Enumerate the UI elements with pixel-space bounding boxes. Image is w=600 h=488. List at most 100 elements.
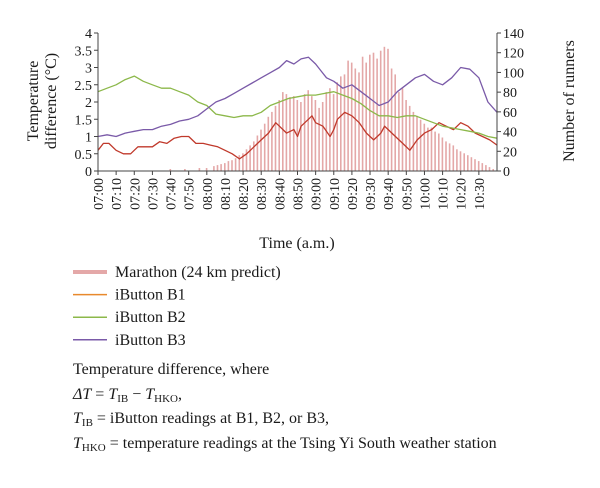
- y-tick-label: 0: [85, 165, 92, 180]
- marathon-bar: [220, 164, 222, 171]
- marathon-bar: [205, 168, 208, 171]
- marathon-bar: [416, 115, 418, 171]
- marathon-bar: [408, 105, 411, 171]
- marathon-bar: [361, 56, 364, 172]
- marathon-bar: [213, 166, 215, 171]
- definition-notes: Temperature difference, where ΔT = TIB −…: [73, 358, 593, 456]
- legend-label-ibutton-b3: iButton B3: [115, 332, 186, 349]
- marathon-bar: [307, 90, 309, 171]
- marathon-bar: [249, 145, 251, 171]
- equals-sign: =: [91, 385, 109, 403]
- marathon-bar: [379, 50, 382, 172]
- marathon-bar: [405, 100, 407, 171]
- marathon-bar: [434, 131, 436, 171]
- x-tick-label: 09:50: [400, 178, 415, 210]
- marathon-bar: [481, 163, 484, 171]
- marathon-bar: [253, 141, 255, 171]
- marathon-bar: [350, 62, 353, 171]
- x-tick-label: 07:40: [165, 178, 180, 210]
- y-tick-label: 3.5: [75, 44, 93, 59]
- x-tick-label: 09:30: [364, 178, 379, 210]
- x-tick-label: 07:30: [146, 178, 161, 210]
- hko-subscript: HKO: [81, 441, 106, 454]
- t-ib-symbol: T: [108, 385, 118, 403]
- marathon-bar: [470, 157, 473, 171]
- hko-subscript: HKO: [154, 392, 179, 405]
- y-tick-label: 1: [85, 131, 92, 146]
- x-tick-label: 08:00: [201, 178, 216, 210]
- marathon-bar: [184, 169, 186, 171]
- marathon-bar: [441, 137, 444, 171]
- x-tick-label: 09:20: [346, 178, 361, 210]
- marathon-bar: [267, 116, 270, 171]
- t-hko-symbol: T: [145, 385, 155, 403]
- x-axis-title: Time (a.m.): [259, 235, 334, 252]
- y-axis-title-line1: Temperature: [25, 61, 42, 142]
- marathon-bar: [467, 155, 469, 171]
- marathon-bar: [459, 151, 462, 171]
- marathon-bar: [438, 133, 440, 171]
- marathon-bar: [365, 62, 367, 171]
- marathon-bar: [343, 74, 346, 171]
- marathon-bar: [256, 135, 259, 171]
- x-tick-label: 07:10: [110, 178, 125, 210]
- marathon-bar: [318, 107, 320, 171]
- y2-tick-label: 60: [503, 106, 517, 121]
- marathon-bar: [463, 153, 465, 171]
- marathon-bar: [231, 160, 233, 171]
- marathon-bar: [390, 68, 393, 171]
- marathon-bar: [274, 105, 277, 171]
- x-tick-label: 09:40: [382, 178, 397, 210]
- marathon-bar: [456, 149, 458, 171]
- y-axis-title-line2: difference (°C): [43, 53, 60, 149]
- temperature-lines: [97, 56, 498, 160]
- marathon-bar: [394, 74, 396, 171]
- marathon-bar: [332, 94, 335, 171]
- marathon-bars: [169, 46, 494, 172]
- y-tick-label: 3: [85, 62, 92, 77]
- marathon-bar: [169, 169, 172, 171]
- marathon-bar: [427, 127, 429, 171]
- marathon-bar: [271, 111, 273, 171]
- marathon-bar: [372, 52, 375, 172]
- x-tick-label: 07:00: [92, 178, 107, 210]
- y2-tick-label: 20: [503, 145, 517, 160]
- marathon-bar: [492, 169, 494, 171]
- marathon-bar: [216, 165, 219, 171]
- y-tick-label: 0.5: [75, 148, 93, 163]
- x-tick-label: 08:10: [219, 178, 234, 210]
- x-tick-label: 08:20: [237, 178, 252, 210]
- legend-label-ibutton-b1: iButton B1: [115, 287, 186, 304]
- marathon-bar: [398, 92, 400, 171]
- marathon-bar: [263, 123, 266, 171]
- ibutton-b1-line: [97, 111, 498, 160]
- minus-sign: −: [128, 385, 146, 403]
- t-hko-definition-text: = temperature readings at the Tsing Yi S…: [105, 434, 497, 452]
- y2-tick-label: 0: [503, 165, 510, 180]
- marathon-bar: [383, 46, 386, 171]
- ib-subscript: IB: [81, 417, 93, 430]
- ibutton-b2-line: [97, 75, 498, 139]
- x-tick-label: 08:40: [273, 178, 288, 210]
- t-ib-definition-text: = iButton readings at B1, B2, or B3,: [92, 410, 330, 428]
- marathon-bar: [260, 129, 262, 171]
- marathon-bar: [227, 161, 230, 171]
- marathon-bar: [387, 48, 389, 171]
- legend: Marathon (24 km predict) iButton B1 iButto…: [73, 264, 281, 349]
- x-tick-label: 10:00: [419, 178, 434, 210]
- marathon-bar: [369, 54, 371, 172]
- marathon-bar: [347, 60, 349, 171]
- marathon-bar: [401, 88, 404, 171]
- marathon-bar: [224, 163, 226, 171]
- t-hko-definition: THKO = temperature readings at the Tsing…: [73, 432, 593, 457]
- legend-label-marathon-24-km-predict: Marathon (24 km predict): [115, 264, 281, 281]
- ib-subscript: IB: [117, 392, 129, 405]
- marathon-bar: [448, 143, 451, 171]
- y2-tick-label: 80: [503, 86, 517, 101]
- y-tick-label: 1.5: [75, 113, 93, 128]
- y-tick-label: 2.5: [75, 79, 93, 94]
- notes-intro: Temperature difference, where: [73, 361, 270, 378]
- legend-label-ibutton-b2: iButton B2: [115, 309, 186, 326]
- marathon-bar: [329, 88, 331, 171]
